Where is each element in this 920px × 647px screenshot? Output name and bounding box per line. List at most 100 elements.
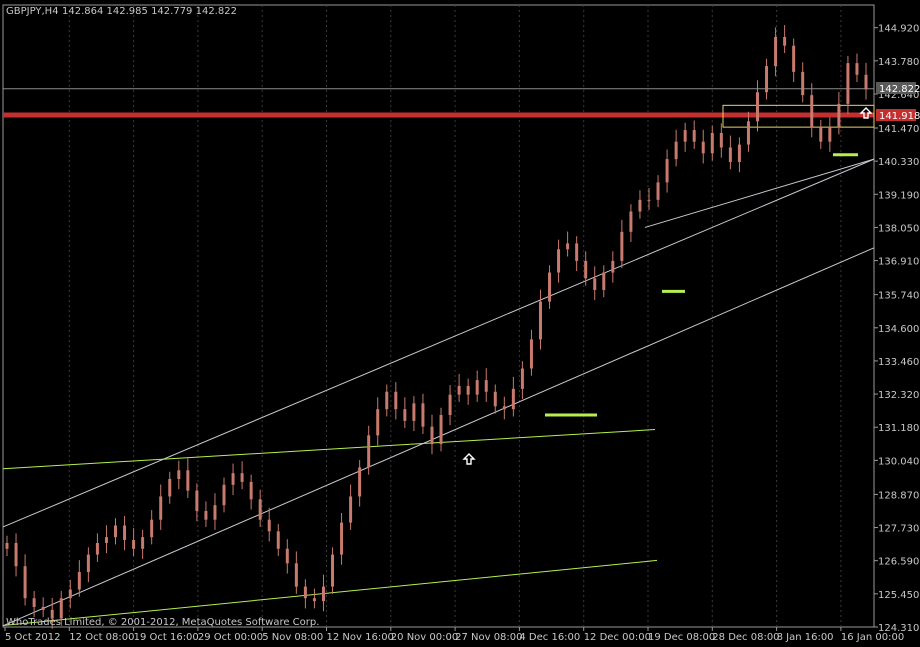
candle-body bbox=[249, 481, 253, 500]
candle-body bbox=[846, 63, 850, 104]
y-tick-label: 144.920 bbox=[878, 24, 919, 35]
y-tick-label: 132.320 bbox=[878, 390, 919, 401]
yellow-range-box bbox=[722, 104, 875, 128]
candle-body bbox=[719, 132, 723, 148]
candle-body bbox=[602, 272, 606, 290]
candle-body bbox=[439, 415, 443, 445]
x-tick-label: 8 Jan 16:00 bbox=[777, 632, 834, 643]
candle-body bbox=[674, 141, 678, 160]
candle-body bbox=[150, 519, 154, 538]
candle-body bbox=[728, 147, 732, 163]
x-tick-label: 5 Nov 08:00 bbox=[262, 632, 323, 643]
candle-body bbox=[837, 103, 841, 128]
y-tick-label: 127.730 bbox=[878, 524, 919, 535]
candle-body bbox=[629, 211, 633, 232]
candle-body bbox=[575, 243, 579, 261]
candle-body bbox=[737, 144, 741, 163]
candle-body bbox=[32, 598, 36, 607]
candles bbox=[5, 25, 868, 629]
candle-body bbox=[755, 92, 759, 122]
up-arrow-icon bbox=[859, 107, 873, 119]
candle-body bbox=[41, 606, 45, 610]
candle-body bbox=[647, 199, 651, 201]
candle-body bbox=[701, 141, 705, 154]
candle-body bbox=[267, 519, 271, 532]
x-tick-label: 12 Oct 08:00 bbox=[69, 632, 134, 643]
candle-body bbox=[502, 406, 506, 410]
candle-body bbox=[620, 231, 624, 261]
y-tick-label: 134.600 bbox=[878, 324, 919, 335]
x-tick-label: 12 Dec 00:00 bbox=[584, 632, 651, 643]
x-tick-label: 12 Nov 16:00 bbox=[327, 632, 394, 643]
y-tick-label: 136.910 bbox=[878, 257, 919, 268]
price-axis: 144.920 143.780 142.640 141.470 140.330 139.1… bbox=[874, 24, 919, 634]
up-arrow-icon bbox=[462, 453, 476, 465]
y-tick-label: 140.330 bbox=[878, 157, 919, 168]
resistance-price-label: 141.918 bbox=[879, 111, 920, 122]
candle-body bbox=[548, 272, 552, 302]
time-axis: 5 Oct 2012 12 Oct 08:00 19 Oct 16:00 29 Oct… bbox=[4, 627, 904, 643]
candle-body bbox=[376, 409, 380, 436]
x-tick-label: 16 Jan 00:00 bbox=[841, 632, 904, 643]
y-tick-label: 130.040 bbox=[878, 456, 919, 467]
x-tick-label: 27 Nov 08:00 bbox=[455, 632, 522, 643]
candle-body bbox=[213, 505, 217, 520]
green-upper-line bbox=[2, 429, 656, 470]
candle-body bbox=[466, 385, 470, 395]
x-tick-label: 20 Nov 00:00 bbox=[391, 632, 458, 643]
candle-body bbox=[792, 45, 796, 72]
lower-trend-line bbox=[2, 247, 875, 627]
candle-body bbox=[168, 478, 172, 497]
candle-body bbox=[123, 525, 127, 541]
x-tick-label: 28 Dec 08:00 bbox=[712, 632, 779, 643]
candle-body bbox=[95, 542, 99, 555]
x-tick-label: 5 Oct 2012 bbox=[5, 632, 60, 643]
candle-body bbox=[321, 586, 325, 602]
candle-body bbox=[810, 95, 814, 128]
resistance-price-badge bbox=[876, 109, 916, 121]
x-tick-label: 19 Oct 16:00 bbox=[134, 632, 199, 643]
candle-body bbox=[104, 537, 108, 543]
candle-body bbox=[77, 572, 81, 590]
y-tick-label: 139.190 bbox=[878, 190, 919, 201]
candle-body bbox=[141, 537, 145, 549]
candle-body bbox=[475, 380, 479, 395]
y-tick-label: 133.460 bbox=[878, 357, 919, 368]
candle-body bbox=[159, 496, 163, 520]
candle-body bbox=[774, 36, 778, 67]
y-tick-label: 131.180 bbox=[878, 423, 919, 434]
candle-body bbox=[5, 542, 9, 549]
copyright-text: WhoTrades Limited, © 2001-2012, MetaQuot… bbox=[6, 617, 319, 628]
candle-body bbox=[204, 510, 208, 520]
candle-body bbox=[855, 63, 859, 75]
candle-body bbox=[683, 130, 687, 142]
candle-body bbox=[294, 563, 298, 587]
vertical-grid bbox=[68, 5, 842, 627]
candle-body bbox=[258, 499, 262, 520]
current-price-label: 142.822 bbox=[879, 84, 920, 95]
y-tick-label: 125.450 bbox=[878, 590, 919, 601]
candle-body bbox=[222, 484, 226, 506]
x-tick-label: 19 Dec 08:00 bbox=[648, 632, 715, 643]
candle-body bbox=[484, 380, 488, 392]
candle-body bbox=[403, 409, 407, 421]
candle-body bbox=[186, 470, 190, 491]
candle-body bbox=[68, 589, 72, 599]
y-tick-label: 142.640 bbox=[878, 90, 919, 101]
x-tick-label: 29 Oct 00:00 bbox=[198, 632, 263, 643]
trend-lines bbox=[2, 88, 875, 627]
candle-body bbox=[529, 339, 533, 369]
x-tick-label: 4 Dec 16:00 bbox=[519, 632, 580, 643]
candle-body bbox=[710, 132, 714, 154]
candle-body bbox=[86, 554, 90, 573]
chart-symbol: GBPJPY,H4 bbox=[6, 6, 59, 17]
upper-trend-line bbox=[2, 158, 875, 528]
candle-body bbox=[195, 490, 199, 511]
candle-body bbox=[520, 368, 524, 389]
candle-body bbox=[584, 260, 588, 279]
candle-body bbox=[493, 391, 497, 407]
candle-body bbox=[358, 467, 362, 497]
candle-body bbox=[340, 522, 344, 555]
